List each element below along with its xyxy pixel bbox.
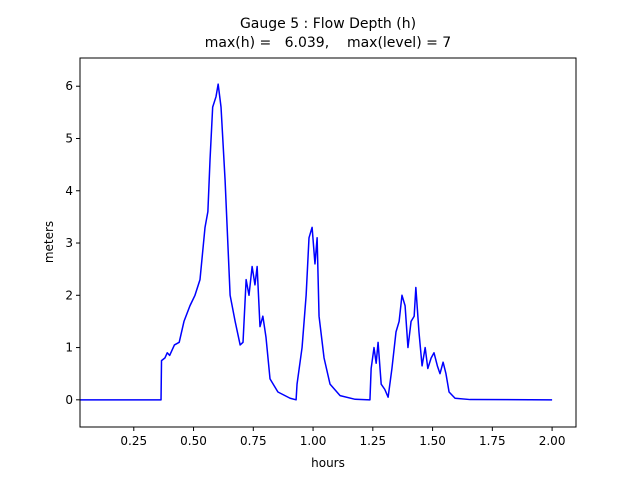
plot-frame [79, 57, 577, 428]
y-tick-label: 4 [65, 184, 73, 198]
y-axis-label: meters [42, 221, 56, 263]
y-tick-label: 2 [65, 288, 73, 302]
y-tick-label: 3 [65, 236, 73, 250]
x-tick-label: 1.75 [479, 434, 506, 448]
y-tick-label: 0 [65, 393, 73, 407]
x-tick-label: 2.00 [539, 434, 566, 448]
x-tick-label: 0.50 [180, 434, 207, 448]
chart-subtitle: max(h) = 6.039, max(level) = 7 [205, 35, 451, 51]
y-tick-label: 1 [65, 341, 73, 355]
y-tick-label: 5 [65, 131, 73, 145]
x-tick-label: 0.75 [240, 434, 267, 448]
y-tick-label: 6 [65, 79, 73, 93]
x-tick-label: 0.25 [120, 434, 147, 448]
x-tick-label: 1.00 [300, 434, 327, 448]
x-tick-label: 1.50 [419, 434, 446, 448]
x-axis-label: hours [311, 456, 345, 470]
chart-title: Gauge 5 : Flow Depth (h) [240, 16, 416, 32]
x-tick-label: 1.25 [359, 434, 386, 448]
data-line [80, 83, 553, 401]
